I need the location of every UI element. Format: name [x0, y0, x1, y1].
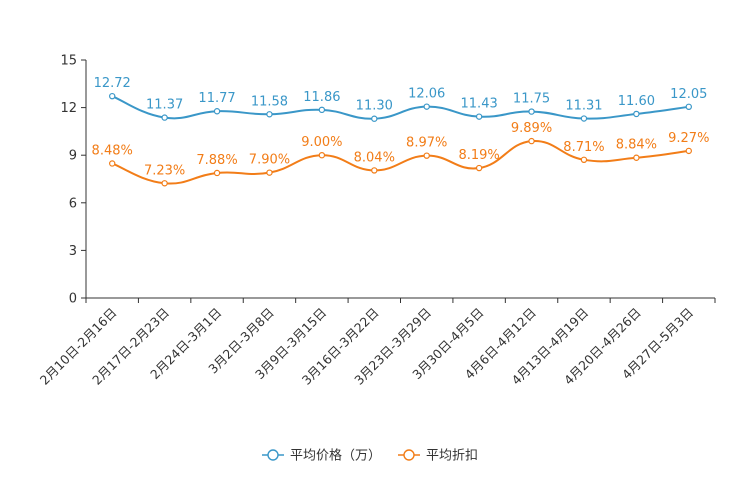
legend-item-2[interactable]: 平均折扣	[398, 449, 478, 464]
data-point	[633, 154, 640, 161]
data-label: 11.31	[565, 99, 602, 114]
data-label: 9.27%	[668, 131, 709, 146]
data-label: 9.89%	[511, 121, 552, 136]
data-label: 11.86	[303, 90, 340, 105]
data-label: 8.71%	[563, 140, 604, 155]
series-2: 8.48% 7.23% 7.88% 7.90% 9.00% 8.04% 8.97% 8.19%…	[92, 121, 709, 187]
data-point	[266, 169, 273, 176]
data-label: 7.90%	[249, 153, 290, 168]
data-label: 8.19%	[458, 148, 499, 163]
data-point	[685, 147, 692, 155]
legend: 平均价格（万） 平均折扣	[262, 448, 478, 464]
data-label: 12.72	[94, 76, 131, 91]
data-label: 8.84%	[616, 138, 657, 153]
data-label: 9.00%	[301, 135, 342, 150]
legend-marker	[267, 449, 279, 461]
data-point	[371, 115, 378, 122]
data-label: 8.97%	[406, 136, 447, 151]
data-point	[580, 115, 588, 122]
data-label: 11.60	[618, 94, 655, 109]
legend-label: 平均折扣	[426, 449, 478, 464]
data-point	[423, 103, 430, 110]
y-tick-label: 15	[60, 54, 77, 69]
data-label: 12.06	[408, 87, 445, 102]
data-point	[580, 156, 588, 164]
legend-label: 平均价格（万）	[290, 448, 381, 464]
data-point	[109, 160, 116, 167]
data-point	[266, 111, 273, 118]
data-label: 11.30	[356, 99, 393, 114]
legend-marker	[403, 449, 415, 461]
data-point	[528, 137, 535, 145]
data-point	[475, 164, 483, 172]
y-tick-label: 12	[60, 101, 77, 116]
data-point	[685, 103, 692, 111]
data-point	[528, 108, 535, 115]
x-axis: 2月10日-2月16日2月17日-2月23日2月24日-3月1日3月2日-3月8…	[37, 297, 716, 388]
data-label: 8.48%	[92, 143, 133, 158]
data-point	[318, 106, 326, 114]
series-layer: 12.72 11.37 11.77 11.58 11.86 11.30 12.06 11.43…	[92, 76, 709, 187]
y-axis: 0 3 6 9 12 15	[60, 54, 87, 307]
y-tick-label: 6	[69, 196, 77, 211]
data-point	[109, 92, 116, 100]
series-line	[111, 95, 689, 120]
data-point	[318, 151, 326, 159]
data-point	[213, 108, 221, 115]
y-tick-label: 9	[69, 149, 77, 164]
data-label: 8.04%	[354, 150, 395, 165]
data-label: 7.88%	[196, 153, 237, 168]
data-point	[423, 152, 430, 159]
data-point	[475, 113, 483, 120]
series-1: 12.72 11.37 11.77 11.58 11.86 11.30 12.06 11.43…	[94, 76, 707, 122]
y-tick-label: 3	[69, 244, 77, 259]
data-label: 11.37	[146, 98, 183, 113]
data-label: 12.05	[670, 87, 707, 102]
data-label: 11.58	[251, 94, 288, 109]
data-label: 7.23%	[144, 163, 185, 178]
data-point	[161, 114, 168, 121]
data-label: 11.75	[513, 92, 550, 107]
data-label: 11.43	[461, 97, 498, 112]
data-point	[213, 169, 221, 177]
data-label: 11.77	[198, 91, 235, 106]
data-point	[633, 110, 640, 118]
legend-item-1[interactable]: 平均价格（万）	[262, 448, 381, 464]
data-point	[371, 167, 378, 174]
data-point	[161, 180, 168, 187]
y-tick-label: 0	[69, 292, 77, 307]
